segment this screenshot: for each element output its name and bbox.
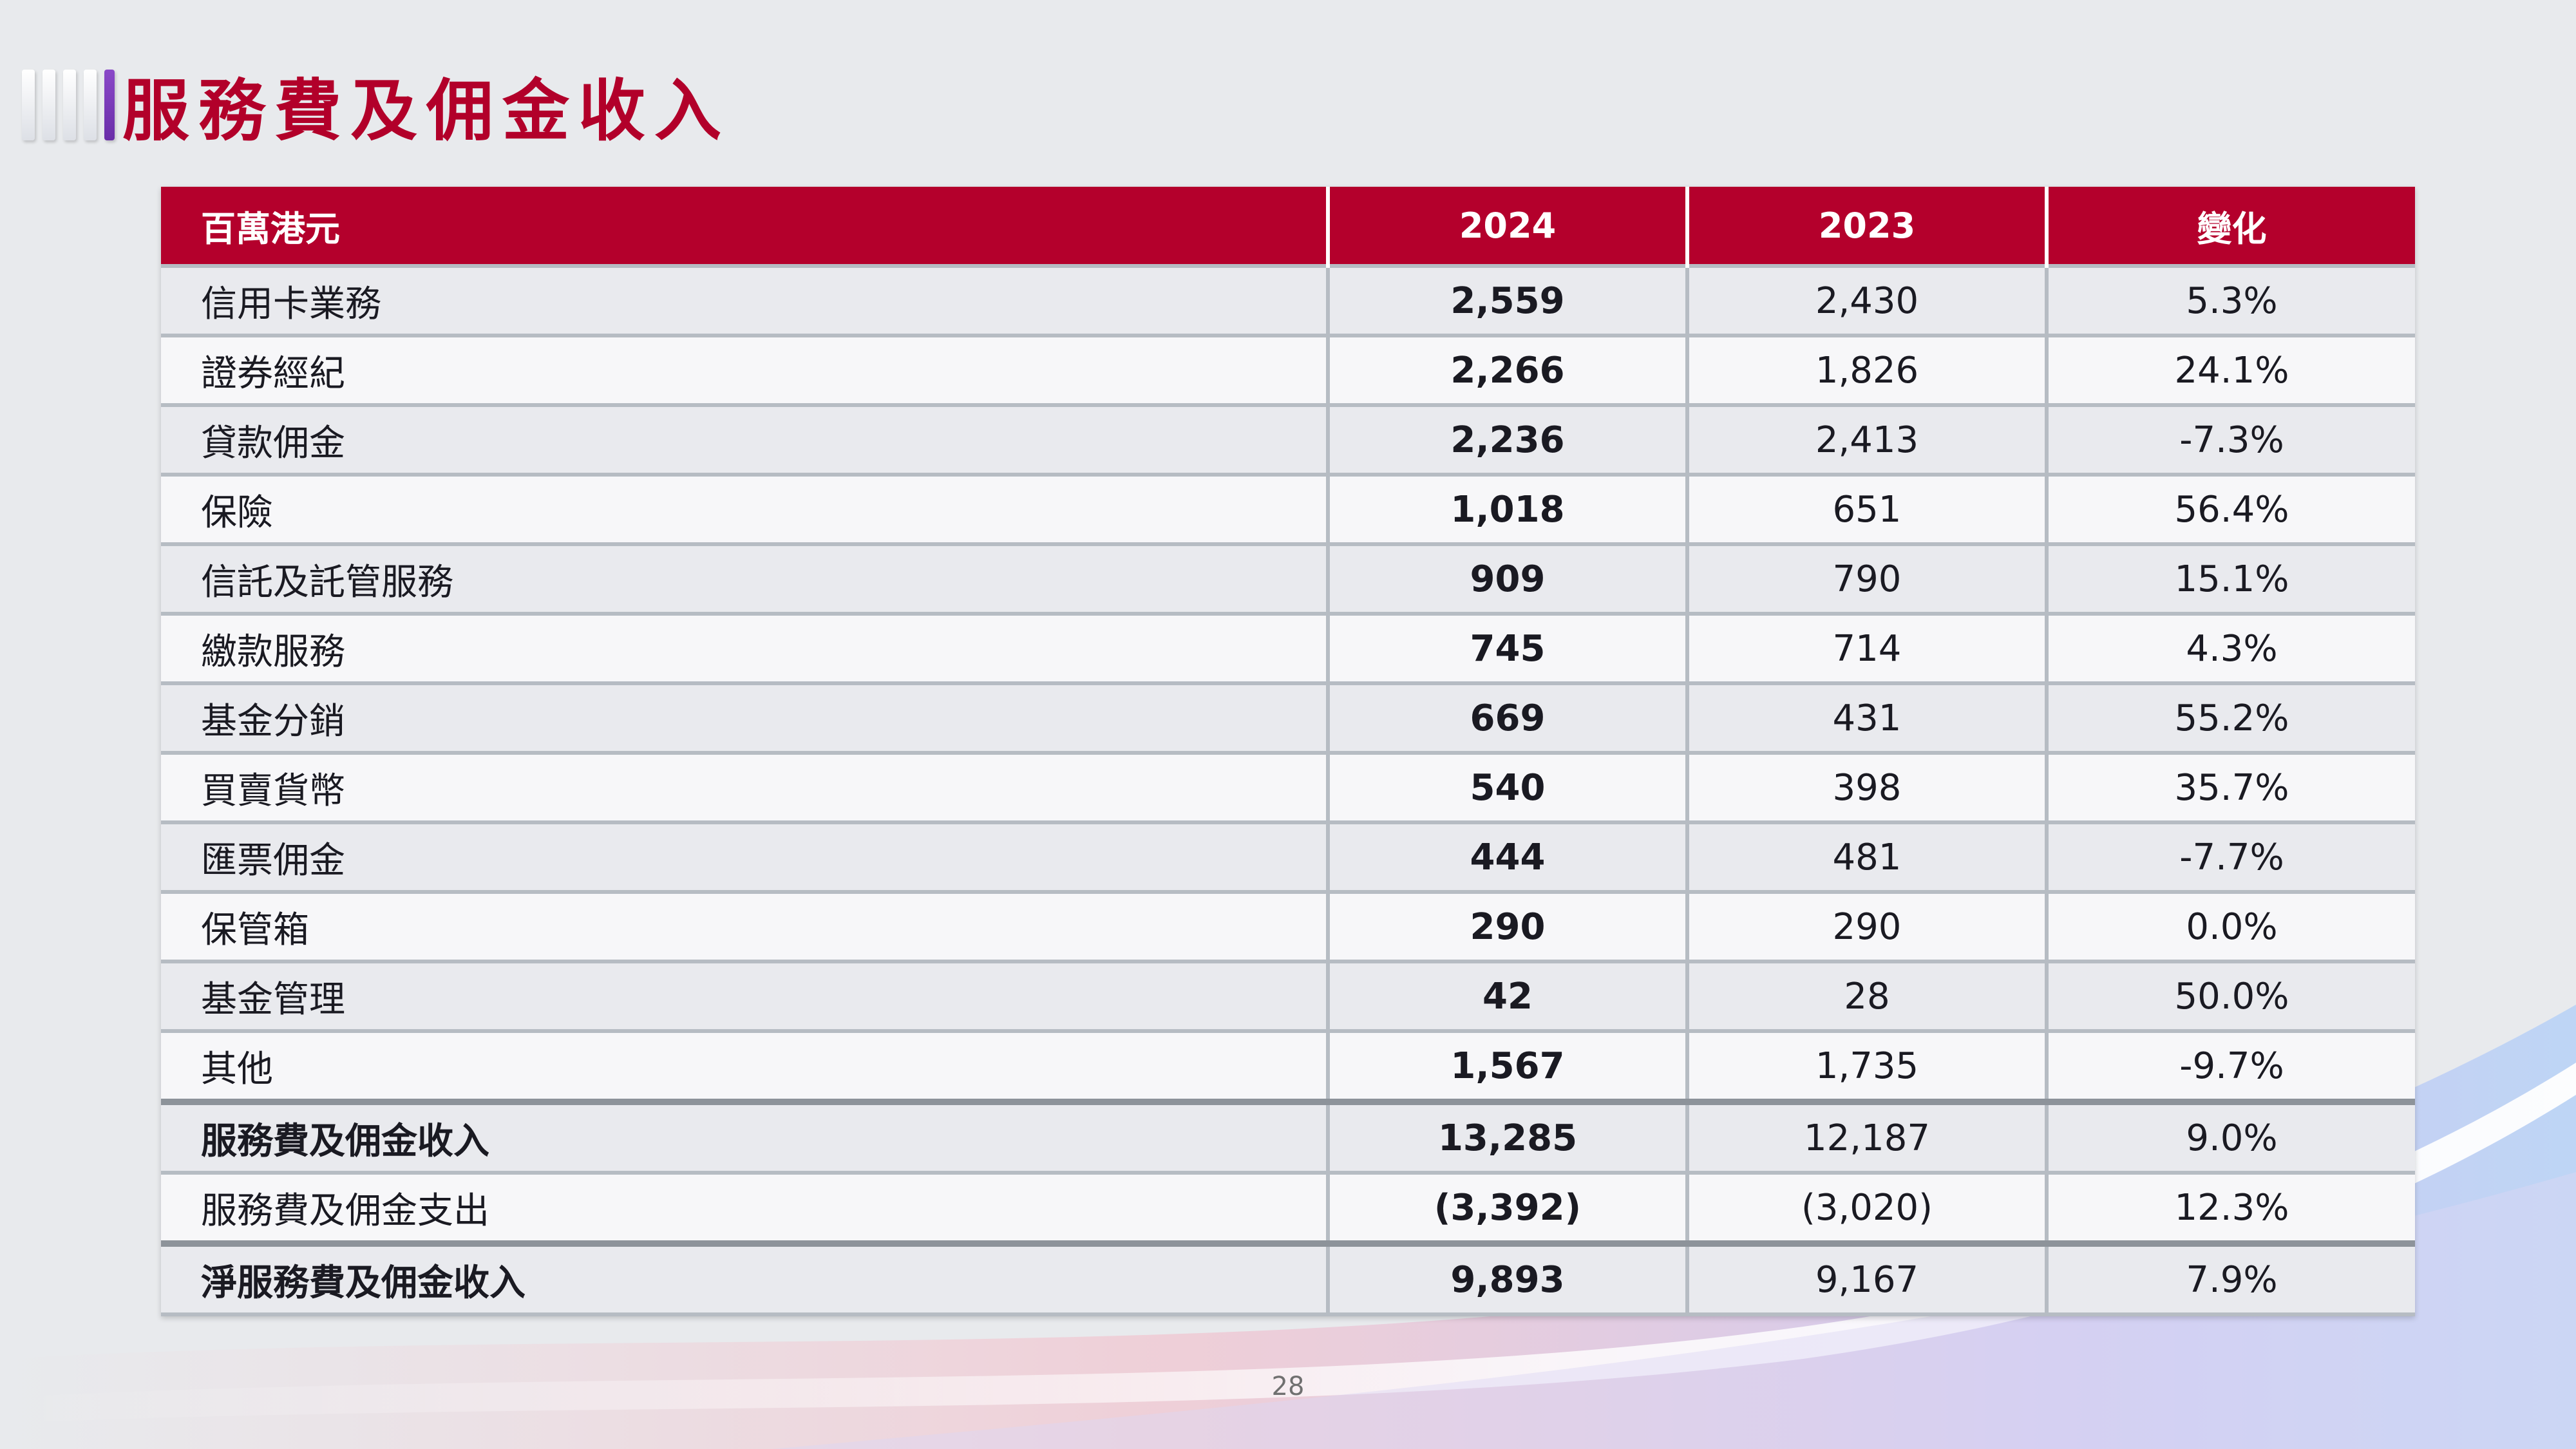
value-2024: 2,266 xyxy=(1326,334,1687,405)
table-row: 基金管理 42 28 50.0% xyxy=(161,960,2415,1031)
header-2024: 2024 xyxy=(1326,187,1687,266)
row-label: 信用卡業務 xyxy=(161,264,1328,336)
row-label: 證券經紀 xyxy=(161,334,1328,405)
header-2023: 2023 xyxy=(1685,187,2047,266)
value-2024: 444 xyxy=(1326,820,1687,892)
value-change: 50.0% xyxy=(2045,960,2415,1031)
row-label: 保險 xyxy=(161,473,1328,544)
value-2023: 651 xyxy=(1685,473,2047,544)
table-row: 服務費及佣金支出 (3,392) (3,020) 12.3% xyxy=(161,1171,2415,1244)
value-2023: 431 xyxy=(1685,681,2047,753)
row-label: 服務費及佣金支出 xyxy=(161,1171,1328,1244)
value-2023: 28 xyxy=(1685,960,2047,1031)
value-2024: 1,018 xyxy=(1326,473,1687,544)
fee-commission-table: 百萬港元 2024 2023 變化 信用卡業務 2,559 2,430 5.3%… xyxy=(161,187,2415,1316)
value-change: 56.4% xyxy=(2045,473,2415,544)
value-2023: 1,826 xyxy=(1685,334,2047,405)
table-row: 保管箱 290 290 0.0% xyxy=(161,890,2415,961)
row-label: 淨服務費及佣金收入 xyxy=(161,1240,1328,1316)
value-2023: 290 xyxy=(1685,890,2047,961)
value-2024: 290 xyxy=(1326,890,1687,961)
value-change: 24.1% xyxy=(2045,334,2415,405)
value-2024: 2,559 xyxy=(1326,264,1687,336)
table-row: 信託及託管服務 909 790 15.1% xyxy=(161,542,2415,614)
value-2024: 669 xyxy=(1326,681,1687,753)
value-change: 9.0% xyxy=(2045,1099,2415,1173)
table-row: 繳款服務 745 714 4.3% xyxy=(161,612,2415,683)
table-row: 貸款佣金 2,236 2,413 -7.3% xyxy=(161,403,2415,475)
value-change: 0.0% xyxy=(2045,890,2415,961)
row-label: 繳款服務 xyxy=(161,612,1328,683)
value-change: -7.3% xyxy=(2045,403,2415,475)
value-change: 12.3% xyxy=(2045,1171,2415,1244)
row-label: 貸款佣金 xyxy=(161,403,1328,475)
value-2024: 13,285 xyxy=(1326,1099,1687,1173)
title-decoration-bars xyxy=(22,70,115,140)
row-label: 基金分銷 xyxy=(161,681,1328,753)
header-unit: 百萬港元 xyxy=(161,187,1328,266)
value-2024: 745 xyxy=(1326,612,1687,683)
value-change: 5.3% xyxy=(2045,264,2415,336)
value-2023: 1,735 xyxy=(1685,1029,2047,1102)
value-2024: 909 xyxy=(1326,542,1687,614)
value-change: 15.1% xyxy=(2045,542,2415,614)
row-label: 信託及託管服務 xyxy=(161,542,1328,614)
table-row: 匯票佣金 444 481 -7.7% xyxy=(161,820,2415,892)
row-label: 匯票佣金 xyxy=(161,820,1328,892)
value-change: -9.7% xyxy=(2045,1029,2415,1102)
header-change: 變化 xyxy=(2045,187,2415,266)
table-row: 保險 1,018 651 56.4% xyxy=(161,473,2415,544)
value-2024: 540 xyxy=(1326,751,1687,822)
row-label: 保管箱 xyxy=(161,890,1328,961)
value-2024: 1,567 xyxy=(1326,1029,1687,1102)
value-2024: 42 xyxy=(1326,960,1687,1031)
table-row-total: 服務費及佣金收入 13,285 12,187 9.0% xyxy=(161,1099,2415,1173)
value-2023: 12,187 xyxy=(1685,1099,2047,1173)
value-change: 4.3% xyxy=(2045,612,2415,683)
value-2023: 790 xyxy=(1685,542,2047,614)
value-2024: 9,893 xyxy=(1326,1240,1687,1316)
page-title: 服務費及佣金收入 xyxy=(122,71,731,150)
value-2024: 2,236 xyxy=(1326,403,1687,475)
page-number: 28 xyxy=(1271,1372,1305,1401)
value-2023: 481 xyxy=(1685,820,2047,892)
table-row: 證券經紀 2,266 1,826 24.1% xyxy=(161,334,2415,405)
value-2023: 714 xyxy=(1685,612,2047,683)
value-2023: 2,413 xyxy=(1685,403,2047,475)
table-row-net-total: 淨服務費及佣金收入 9,893 9,167 7.9% xyxy=(161,1240,2415,1316)
row-label: 服務費及佣金收入 xyxy=(161,1099,1328,1173)
table-row: 買賣貨幣 540 398 35.7% xyxy=(161,751,2415,822)
row-label: 基金管理 xyxy=(161,960,1328,1031)
row-label: 買賣貨幣 xyxy=(161,751,1328,822)
value-change: 7.9% xyxy=(2045,1240,2415,1316)
value-2023: (3,020) xyxy=(1685,1171,2047,1244)
value-change: 35.7% xyxy=(2045,751,2415,822)
table-row: 其他 1,567 1,735 -9.7% xyxy=(161,1029,2415,1102)
value-2023: 398 xyxy=(1685,751,2047,822)
table-row: 信用卡業務 2,559 2,430 5.3% xyxy=(161,264,2415,336)
value-2024: (3,392) xyxy=(1326,1171,1687,1244)
value-2023: 9,167 xyxy=(1685,1240,2047,1316)
value-change: 55.2% xyxy=(2045,681,2415,753)
row-label: 其他 xyxy=(161,1029,1328,1102)
value-change: -7.7% xyxy=(2045,820,2415,892)
table-header-row: 百萬港元 2024 2023 變化 xyxy=(161,187,2415,266)
value-2023: 2,430 xyxy=(1685,264,2047,336)
table-row: 基金分銷 669 431 55.2% xyxy=(161,681,2415,753)
